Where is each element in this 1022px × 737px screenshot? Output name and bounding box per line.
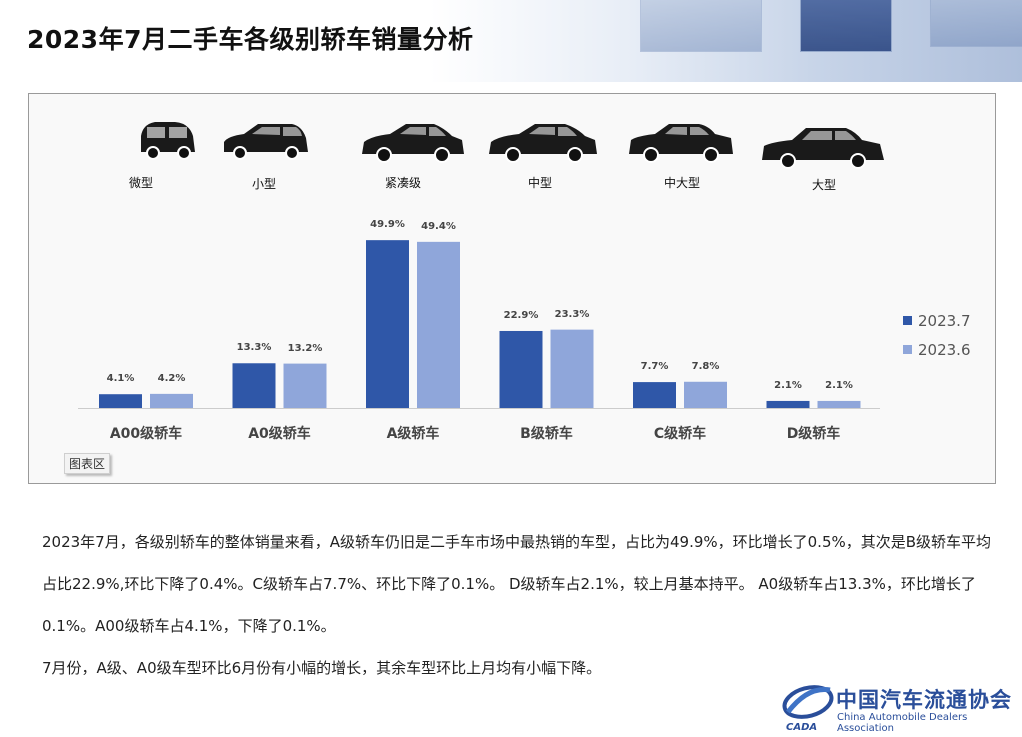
paragraph: 7月份，A级、A0级车型环比6月份有小幅的增长，其余车型环比上月均有小幅下降。 (42, 659, 602, 677)
chart-area: 微型 小型 紧凑级 中型 中大型 大型 4.1% 4.2% 13.3% 13.2% 49… (28, 93, 996, 484)
legend-label: 2023.7 (918, 311, 971, 330)
category-label: A0级轿车 (248, 426, 311, 442)
category-label: A00级轿车 (109, 426, 183, 442)
bar-2023.6-C级轿车 (684, 381, 727, 408)
data-label: 49.9% (370, 219, 405, 231)
legend-label: 2023.6 (918, 340, 971, 359)
page-title: 2023年7月二手车各级别轿车销量分析 (27, 25, 474, 54)
data-label: 23.3% (554, 308, 590, 320)
bar-2023.7-B级轿车 (499, 330, 543, 408)
data-label: 7.7% (640, 361, 669, 373)
bar-2023.6-D级轿车 (817, 400, 861, 408)
data-label: 4.1% (106, 373, 135, 385)
category-label: A级轿车 (386, 426, 440, 442)
cada-logo-mark-icon: CADA (782, 685, 834, 733)
data-label: 2.1% (774, 379, 802, 391)
micro-car-icon (141, 122, 195, 160)
bar-plot (78, 240, 880, 409)
bar-2023.6-A00级轿车 (150, 393, 193, 408)
bar-2023.7-A00级轿车 (99, 394, 142, 408)
analysis-text: 2023年7月，各级别轿车的整体销量来看，A级轿车仍旧是二手车市场中最热销的车型… (42, 521, 992, 689)
category-label: B级轿车 (520, 426, 573, 442)
car-type-label-micro: 微型 (128, 176, 153, 190)
logo-chinese-name: 中国汽车流通协会 (836, 687, 1012, 712)
compact-car-icon (362, 124, 464, 163)
decor-cube (640, 0, 762, 52)
data-label: 7.8% (691, 360, 720, 372)
category-label: C级轿车 (653, 426, 707, 442)
data-label: 22.9% (503, 309, 539, 321)
cada-logo: CADA 中国汽车流通协会 China Automobile Dealers A… (780, 676, 1020, 734)
decor-cube (800, 0, 892, 52)
bar-2023.6-A级轿车 (417, 241, 460, 408)
category-label: D级轿车 (786, 426, 841, 442)
data-label: 2.1% (825, 379, 853, 391)
chart-area-tag: 图表区 (64, 453, 111, 474)
bar-2023.7-A级轿车 (366, 240, 409, 408)
car-type-label-large: 大型 (811, 178, 836, 192)
paragraph: 2023年7月，各级别轿车的整体销量来看，A级轿车仍旧是二手车市场中最热销的车型… (42, 533, 992, 635)
legend-swatch (903, 345, 912, 354)
svg-text:CADA: CADA (786, 722, 817, 733)
data-label: 13.2% (287, 342, 323, 354)
car-type-label-small: 小型 (251, 177, 276, 191)
logo-english-name: China Automobile Dealers Association (837, 712, 968, 734)
data-label: 4.2% (157, 372, 186, 384)
data-label: 49.4% (421, 220, 456, 232)
bar-2023.6-B级轿车 (550, 329, 594, 408)
bar-2023.7-A0级轿车 (232, 363, 276, 408)
car-icons (141, 122, 884, 169)
data-label: 13.3% (236, 342, 272, 354)
large-car-icon (762, 128, 884, 169)
car-type-label-full-size: 中大型 (663, 176, 700, 190)
chart-legend: 2023.7 2023.6 (903, 306, 971, 364)
legend-item-2023-7: 2023.7 (903, 306, 971, 335)
legend-item-2023-6: 2023.6 (903, 335, 971, 364)
car-type-label-compact: 紧凑级 (384, 176, 421, 190)
header-banner: 2023年7月二手车各级别轿车销量分析 (0, 0, 1022, 82)
car-type-label-midsize: 中型 (527, 176, 552, 190)
full-size-car-icon (629, 124, 733, 163)
small-car-icon (224, 124, 308, 160)
midsize-car-icon (489, 124, 597, 163)
bar-2023.7-C级轿车 (633, 382, 676, 408)
legend-swatch (903, 316, 912, 325)
bar-2023.6-A0级轿车 (283, 363, 327, 408)
decor-cube (930, 0, 1022, 47)
bar-2023.7-D级轿车 (766, 400, 810, 408)
